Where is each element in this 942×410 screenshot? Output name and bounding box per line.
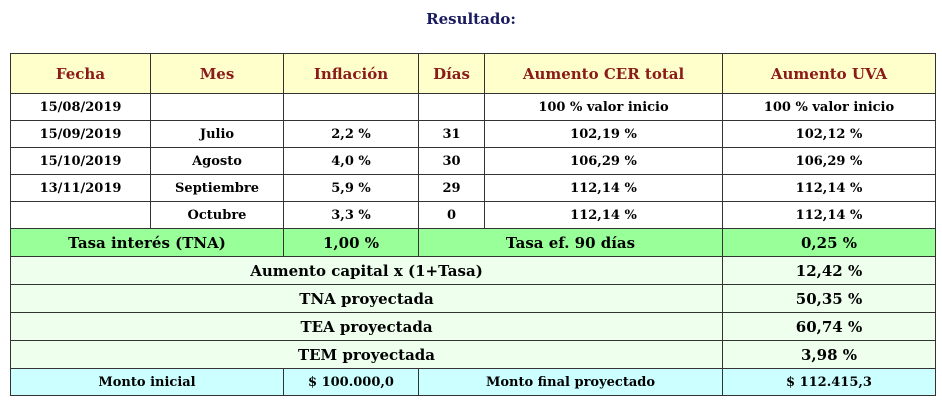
summary-row: Aumento capital x (1+Tasa) 12,42 %: [10, 256, 936, 285]
cell-dias: 0: [418, 201, 485, 229]
cell-fecha: [10, 201, 151, 229]
header-cer: Aumento CER total: [484, 53, 723, 94]
cell-uva: 112,14 %: [722, 201, 936, 229]
cell-cer: 102,19 %: [484, 120, 723, 148]
header-fecha: Fecha: [10, 53, 151, 94]
cell-mes: [150, 93, 284, 121]
result-table: Fecha Mes Inflación Días Aumento CER tot…: [10, 53, 936, 396]
summary-label: TEM proyectada: [10, 340, 723, 369]
tna-row: Tasa interés (TNA) 1,00 % Tasa ef. 90 dí…: [10, 228, 936, 257]
tna-value: 1,00 %: [283, 228, 419, 257]
table-row: 15/09/2019 Julio 2,2 % 31 102,19 % 102,1…: [10, 120, 936, 148]
header-dias: Días: [418, 53, 485, 94]
cell-fecha: 15/10/2019: [10, 147, 151, 175]
cell-fecha: 15/09/2019: [10, 120, 151, 148]
cell-uva: 102,12 %: [722, 120, 936, 148]
cell-dias: 31: [418, 120, 485, 148]
cell-inflacion: 3,3 %: [283, 201, 419, 229]
cell-cer: 112,14 %: [484, 201, 723, 229]
cell-uva: 112,14 %: [722, 174, 936, 202]
cell-inflacion: 2,2 %: [283, 120, 419, 148]
summary-label: Aumento capital x (1+Tasa): [10, 256, 723, 285]
cell-dias: [418, 93, 485, 121]
cell-inflacion: 5,9 %: [283, 174, 419, 202]
table-row: 13/11/2019 Septiembre 5,9 % 29 112,14 % …: [10, 174, 936, 202]
cell-fecha: 13/11/2019: [10, 174, 151, 202]
monto-final-value: $ 112.415,3: [722, 368, 936, 396]
monto-inicial-label: Monto inicial: [10, 368, 284, 396]
cell-dias: 29: [418, 174, 485, 202]
cell-dias: 30: [418, 147, 485, 175]
header-uva: Aumento UVA: [722, 53, 936, 94]
cell-fecha: 15/08/2019: [10, 93, 151, 121]
summary-value: 60,74 %: [722, 312, 936, 341]
summary-row: TEA proyectada 60,74 %: [10, 312, 936, 341]
table-row: Octubre 3,3 % 0 112,14 % 112,14 %: [10, 201, 936, 229]
cell-cer: 112,14 %: [484, 174, 723, 202]
cell-mes: Octubre: [150, 201, 284, 229]
cell-cer: 100 % valor inicio: [484, 93, 723, 121]
summary-value: 3,98 %: [722, 340, 936, 369]
tasa-ef-label: Tasa ef. 90 días: [418, 228, 723, 257]
summary-row: TNA proyectada 50,35 %: [10, 284, 936, 313]
monto-final-label: Monto final proyectado: [418, 368, 723, 396]
summary-value: 50,35 %: [722, 284, 936, 313]
cell-cer: 106,29 %: [484, 147, 723, 175]
cell-uva: 100 % valor inicio: [722, 93, 936, 121]
header-inflacion: Inflación: [283, 53, 419, 94]
summary-label: TNA proyectada: [10, 284, 723, 313]
summary-value: 12,42 %: [722, 256, 936, 285]
cell-inflacion: 4,0 %: [283, 147, 419, 175]
header-mes: Mes: [150, 53, 284, 94]
cell-uva: 106,29 %: [722, 147, 936, 175]
cell-mes: Agosto: [150, 147, 284, 175]
cell-mes: Julio: [150, 120, 284, 148]
summary-row: TEM proyectada 3,98 %: [10, 340, 936, 369]
cell-mes: Septiembre: [150, 174, 284, 202]
header-row: Fecha Mes Inflación Días Aumento CER tot…: [10, 53, 936, 94]
result-title: Resultado:: [426, 10, 516, 28]
tasa-ef-value: 0,25 %: [722, 228, 936, 257]
monto-inicial-value: $ 100.000,0: [283, 368, 419, 396]
table-row: 15/10/2019 Agosto 4,0 % 30 106,29 % 106,…: [10, 147, 936, 175]
tna-label: Tasa interés (TNA): [10, 228, 284, 257]
table-row: 15/08/2019 100 % valor inicio 100 % valo…: [10, 93, 936, 121]
monto-row: Monto inicial $ 100.000,0 Monto final pr…: [10, 368, 936, 396]
summary-label: TEA proyectada: [10, 312, 723, 341]
cell-inflacion: [283, 93, 419, 121]
